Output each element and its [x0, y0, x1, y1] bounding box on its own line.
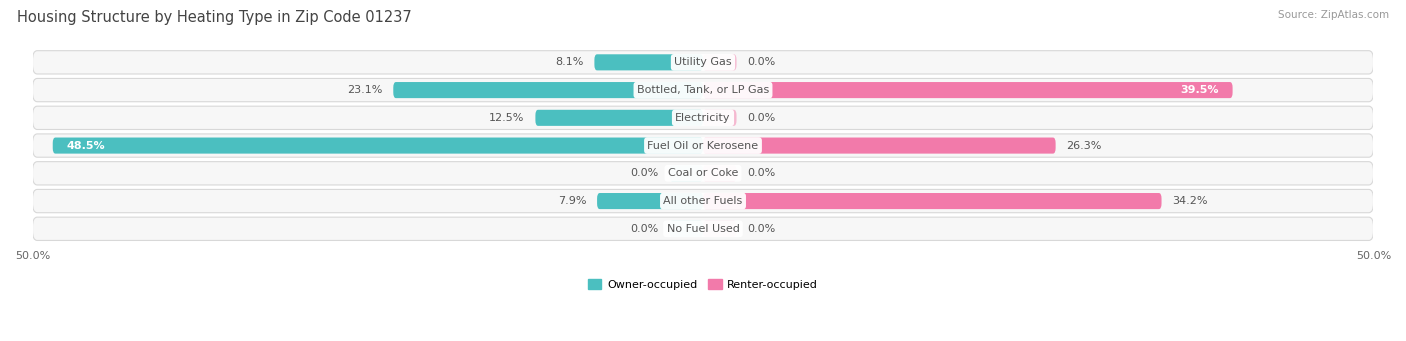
FancyBboxPatch shape: [32, 189, 1374, 213]
Text: Coal or Coke: Coal or Coke: [668, 168, 738, 178]
FancyBboxPatch shape: [669, 165, 703, 181]
Text: 12.5%: 12.5%: [489, 113, 524, 123]
Text: 0.0%: 0.0%: [747, 113, 776, 123]
FancyBboxPatch shape: [32, 106, 1374, 130]
FancyBboxPatch shape: [53, 137, 703, 153]
FancyBboxPatch shape: [595, 54, 703, 70]
Text: Source: ZipAtlas.com: Source: ZipAtlas.com: [1278, 10, 1389, 20]
Text: Fuel Oil or Kerosene: Fuel Oil or Kerosene: [647, 140, 759, 151]
FancyBboxPatch shape: [32, 51, 1374, 74]
FancyBboxPatch shape: [32, 162, 1374, 185]
FancyBboxPatch shape: [598, 193, 703, 209]
Text: 0.0%: 0.0%: [747, 168, 776, 178]
Text: Utility Gas: Utility Gas: [675, 57, 731, 67]
Text: Electricity: Electricity: [675, 113, 731, 123]
Text: 48.5%: 48.5%: [66, 140, 105, 151]
Text: 26.3%: 26.3%: [1066, 140, 1102, 151]
Text: 0.0%: 0.0%: [747, 57, 776, 67]
Text: 8.1%: 8.1%: [555, 57, 583, 67]
Text: 39.5%: 39.5%: [1181, 85, 1219, 95]
FancyBboxPatch shape: [32, 78, 1374, 102]
FancyBboxPatch shape: [703, 110, 737, 126]
FancyBboxPatch shape: [703, 82, 1233, 98]
Legend: Owner-occupied, Renter-occupied: Owner-occupied, Renter-occupied: [588, 279, 818, 290]
FancyBboxPatch shape: [703, 137, 1056, 153]
FancyBboxPatch shape: [669, 221, 703, 237]
Text: Housing Structure by Heating Type in Zip Code 01237: Housing Structure by Heating Type in Zip…: [17, 10, 412, 25]
Text: Bottled, Tank, or LP Gas: Bottled, Tank, or LP Gas: [637, 85, 769, 95]
Text: No Fuel Used: No Fuel Used: [666, 224, 740, 234]
FancyBboxPatch shape: [703, 165, 737, 181]
Text: 0.0%: 0.0%: [630, 224, 659, 234]
Text: 0.0%: 0.0%: [747, 224, 776, 234]
Text: 34.2%: 34.2%: [1173, 196, 1208, 206]
Text: 0.0%: 0.0%: [630, 168, 659, 178]
FancyBboxPatch shape: [703, 54, 737, 70]
FancyBboxPatch shape: [32, 217, 1374, 240]
FancyBboxPatch shape: [394, 82, 703, 98]
FancyBboxPatch shape: [703, 193, 1161, 209]
FancyBboxPatch shape: [703, 221, 737, 237]
Text: 7.9%: 7.9%: [558, 196, 586, 206]
Text: 23.1%: 23.1%: [347, 85, 382, 95]
FancyBboxPatch shape: [536, 110, 703, 126]
Text: All other Fuels: All other Fuels: [664, 196, 742, 206]
FancyBboxPatch shape: [32, 134, 1374, 157]
